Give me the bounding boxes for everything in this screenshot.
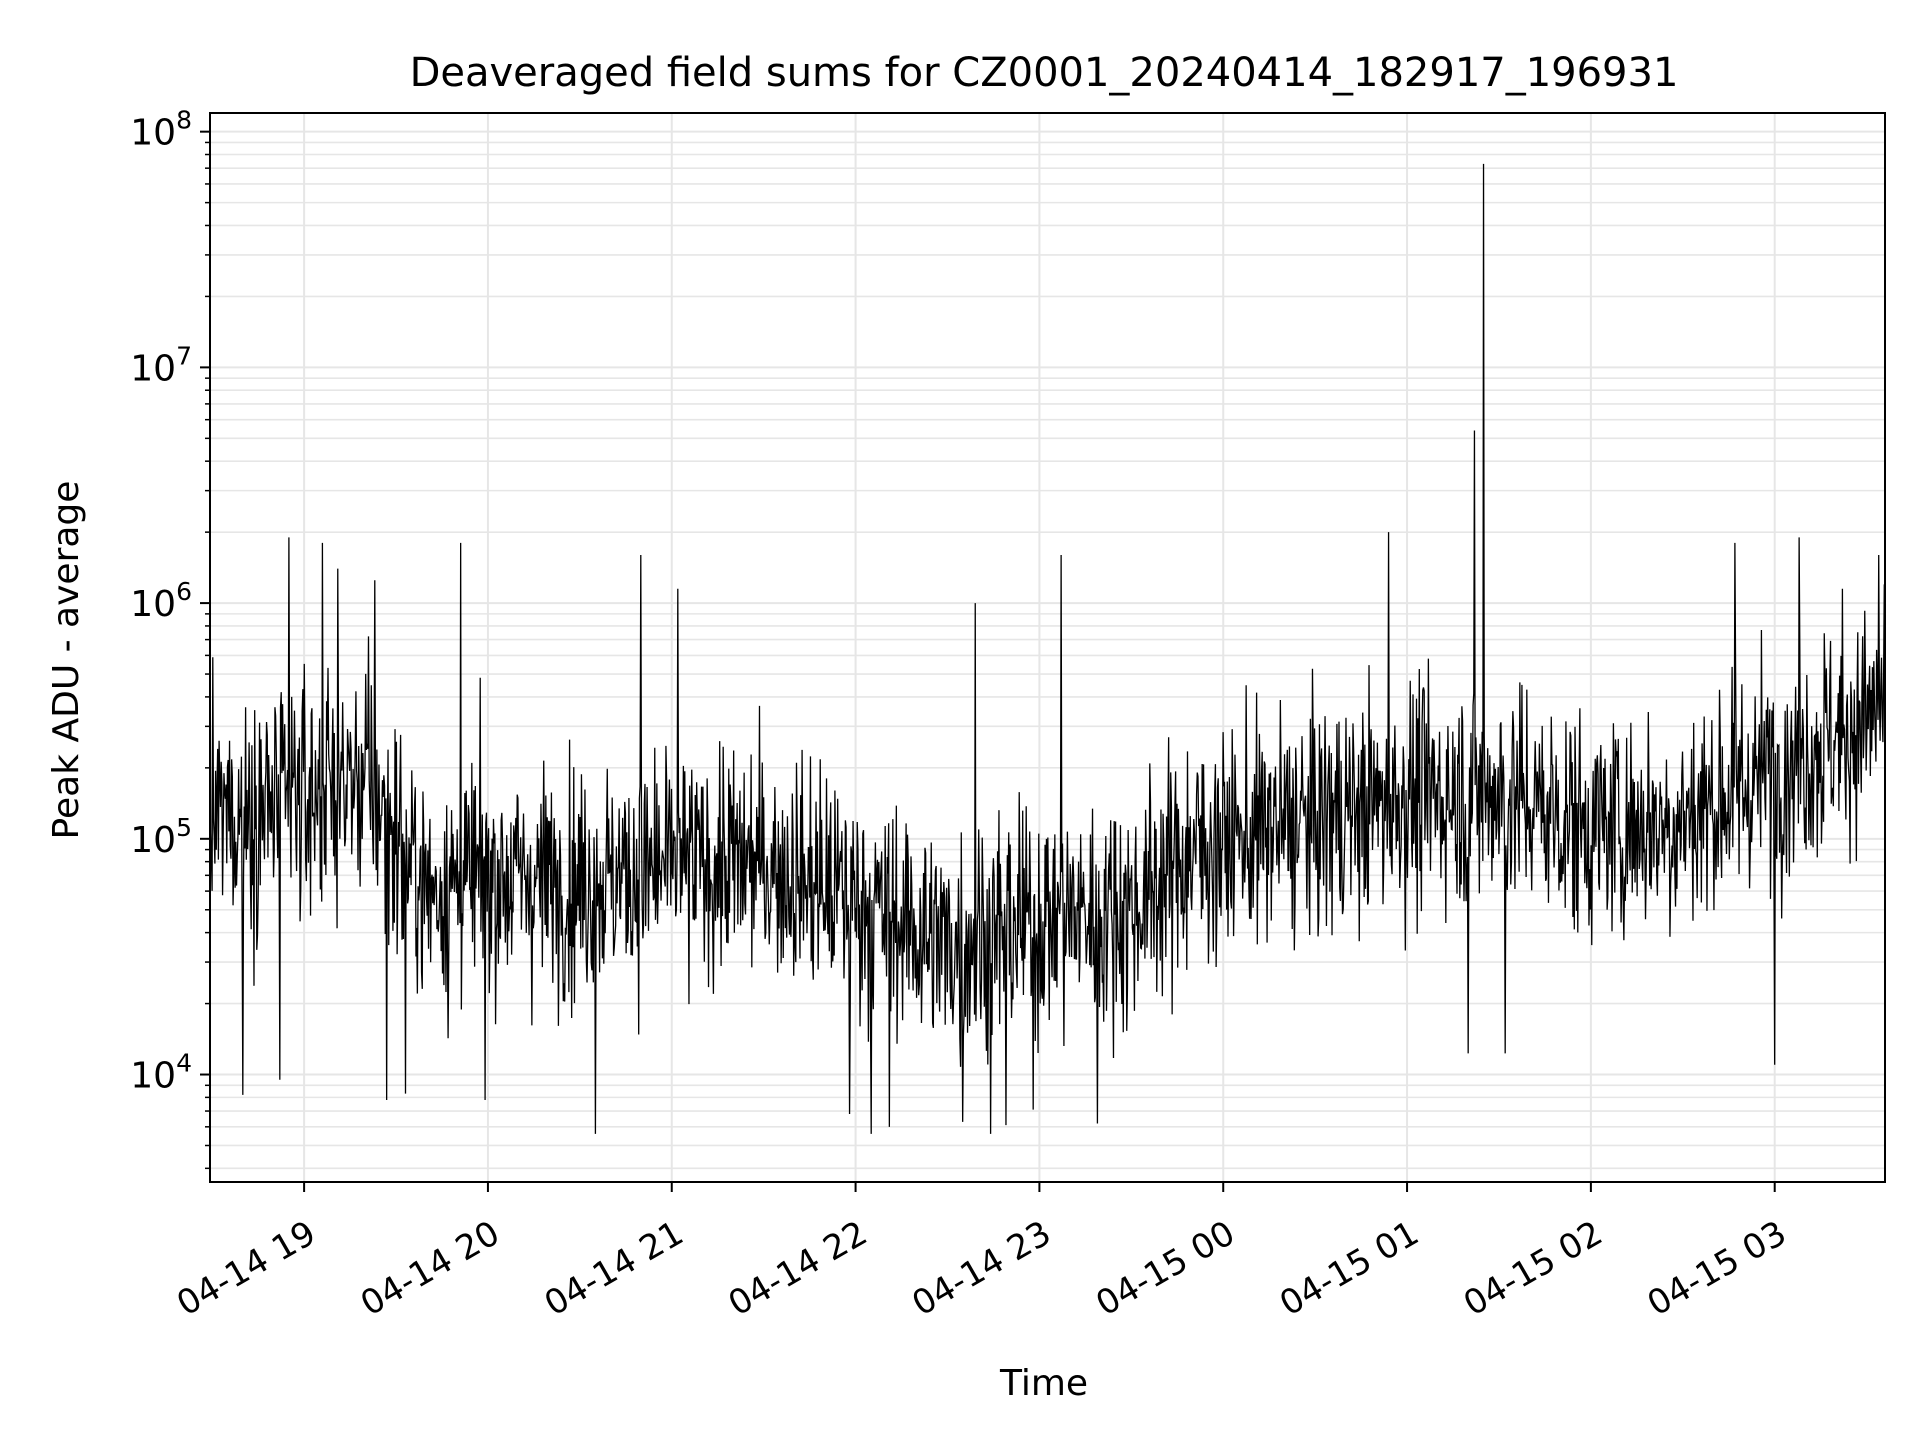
y-tick-label: 106	[130, 577, 192, 625]
series-line	[210, 163, 1885, 1134]
y-tick-label: 105	[130, 813, 192, 861]
plot-frame	[209, 112, 1886, 1183]
series-layer	[210, 163, 1885, 1134]
y-tick-label: 104	[130, 1049, 192, 1097]
y-axis-label: Peak ADU - average	[46, 481, 87, 840]
y-tick-label: 108	[130, 106, 192, 154]
chart-title: Deaveraged field sums for CZ0001_2024041…	[410, 50, 1679, 96]
y-tick-label: 107	[130, 341, 192, 389]
x-axis-label: Time	[999, 1363, 1088, 1404]
